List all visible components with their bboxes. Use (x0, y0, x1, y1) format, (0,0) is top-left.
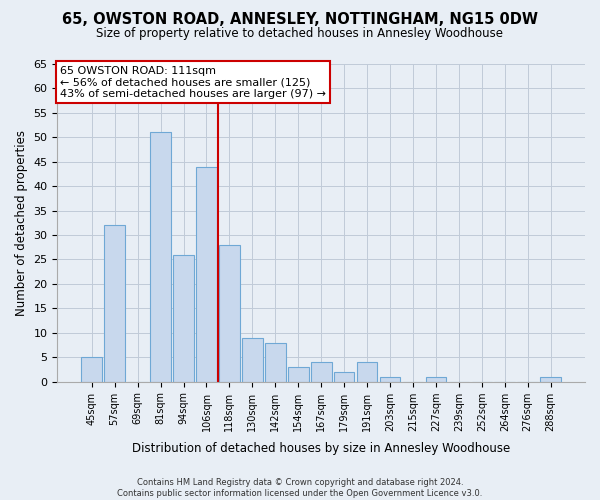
Bar (219, 245, 240, 382)
Bar (265, 342, 286, 382)
Bar (334, 372, 355, 382)
X-axis label: Distribution of detached houses by size in Annesley Woodhouse: Distribution of detached houses by size … (132, 442, 511, 455)
Bar (380, 377, 400, 382)
Y-axis label: Number of detached properties: Number of detached properties (15, 130, 28, 316)
Bar (541, 377, 561, 382)
Text: 65 OWSTON ROAD: 111sqm
← 56% of detached houses are smaller (125)
43% of semi-de: 65 OWSTON ROAD: 111sqm ← 56% of detached… (60, 66, 326, 99)
Text: Size of property relative to detached houses in Annesley Woodhouse: Size of property relative to detached ho… (97, 28, 503, 40)
Text: 65, OWSTON ROAD, ANNESLEY, NOTTINGHAM, NG15 0DW: 65, OWSTON ROAD, ANNESLEY, NOTTINGHAM, N… (62, 12, 538, 28)
Bar (242, 338, 263, 382)
Bar (357, 362, 377, 382)
Text: Contains HM Land Registry data © Crown copyright and database right 2024.
Contai: Contains HM Land Registry data © Crown c… (118, 478, 482, 498)
Bar (104, 226, 125, 382)
Bar (196, 166, 217, 382)
Bar (311, 362, 332, 382)
Bar (173, 254, 194, 382)
Bar (150, 132, 171, 382)
Bar (425, 377, 446, 382)
Bar (288, 367, 308, 382)
Bar (82, 357, 102, 382)
